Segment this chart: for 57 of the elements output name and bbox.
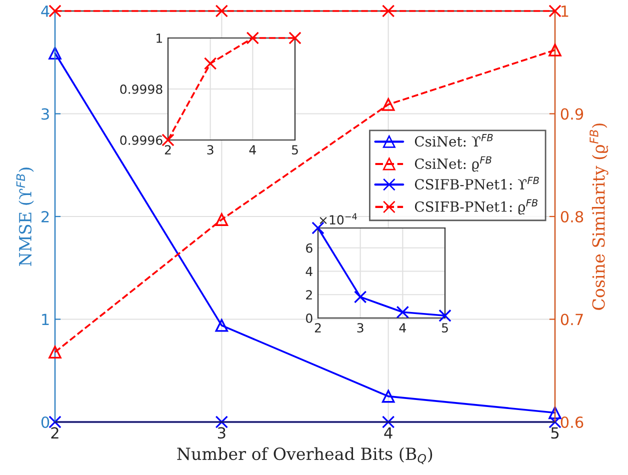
point: [438, 309, 452, 322]
y-tick-label: 2: [42, 210, 49, 222]
y-axis-title: NMSE (ϒ$^{FB}$): [16, 168, 34, 266]
y2-tick-label: 0.9: [560, 108, 584, 120]
legend-label: CsiNet: ϱ$^{FB}$: [414, 156, 492, 172]
point: [215, 213, 228, 226]
y-tick-label: 0: [306, 313, 312, 323]
y-tick-label: 2: [306, 290, 312, 300]
x-tick-label: 5: [551, 427, 559, 439]
point: [382, 4, 395, 18]
y-tick-label: 1: [156, 34, 162, 43]
point: [204, 57, 217, 70]
point: [215, 416, 228, 428]
x-tick-label: 3: [357, 323, 364, 333]
legend-label: CSIFB-PNet1: ϱ$^{FB}$: [414, 199, 538, 215]
legend-label: CSIFB-PNet1: ϒ$^{FB}$: [414, 176, 539, 190]
point: [396, 306, 410, 319]
point: [48, 346, 62, 359]
point: [48, 46, 62, 60]
y2-tick-label: 0.6: [560, 416, 584, 428]
point: [548, 44, 562, 56]
legend-label: CsiNet: ϒ$^{FB}$: [414, 134, 493, 147]
point: [48, 4, 62, 18]
y-tick-label: 0.9996: [120, 135, 162, 145]
y-tick-label: 6: [306, 243, 312, 253]
point: [354, 290, 367, 304]
y2-tick-label: 1: [562, 6, 568, 17]
point: [215, 4, 228, 18]
point: [215, 319, 228, 332]
y-tick-label: 3: [42, 108, 49, 120]
y-tick-label: 0.9998: [120, 84, 162, 94]
x-tick-label: 5: [442, 323, 448, 333]
x-axis-title: Number of Overhead Bits (B$_{Q}$): [177, 447, 432, 464]
x-tick-label: 3: [207, 145, 214, 155]
point: [382, 390, 395, 403]
y-tick-label: 4: [41, 6, 50, 17]
x-tick-label: 4: [399, 323, 406, 332]
point: [548, 406, 562, 420]
y-tick-label: 0: [41, 416, 50, 428]
point: [548, 4, 562, 18]
point: [382, 416, 395, 428]
x-tick-label: 4: [384, 427, 392, 438]
y-tick-label: 4: [306, 266, 312, 276]
point: [246, 32, 260, 44]
y2-tick-label: 0.7: [560, 314, 583, 326]
x-tick-label: 5: [292, 145, 298, 155]
point: [382, 98, 395, 111]
x-tick-label: 4: [249, 145, 256, 154]
point: [288, 32, 302, 44]
x-tick-label: 2: [51, 427, 58, 438]
annotation: ×10$^{−4}$: [320, 213, 357, 225]
y2-axis-title: Cosine Similarity (ϱ$^{FB}$): [590, 124, 608, 310]
x-tick-label: 2: [314, 323, 321, 332]
y-tick-label: 1: [42, 314, 49, 326]
x-tick-label: 2: [164, 145, 171, 154]
y2-tick-label: 0.8: [560, 210, 584, 223]
x-tick-label: 3: [218, 427, 226, 439]
